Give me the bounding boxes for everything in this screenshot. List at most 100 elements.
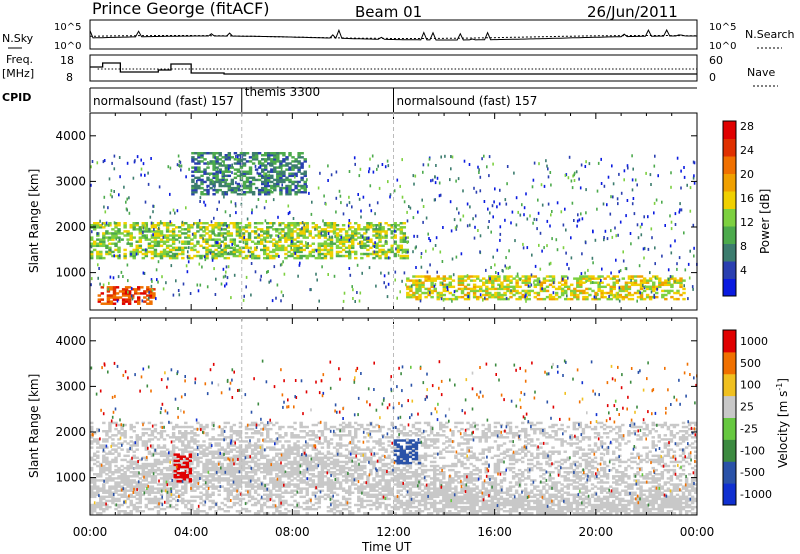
power-cell xyxy=(508,249,510,252)
power-cell xyxy=(327,164,329,167)
velocity-cell xyxy=(126,475,129,477)
power-cell xyxy=(142,231,144,234)
power-cell xyxy=(505,256,507,259)
power-cell xyxy=(499,189,501,192)
power-cell xyxy=(652,288,655,290)
velocity-cell xyxy=(93,463,96,465)
power-cell xyxy=(245,230,248,232)
velocity-cell xyxy=(266,471,269,473)
power-cell xyxy=(424,275,427,277)
power-cell xyxy=(186,264,188,267)
velocity-cell xyxy=(251,428,254,430)
power-cell xyxy=(230,247,233,249)
velocity-cell xyxy=(254,512,257,514)
velocity-cell xyxy=(169,436,172,438)
velocity-cell xyxy=(293,428,296,430)
velocity-cell xyxy=(290,504,293,506)
velocity-cell xyxy=(133,504,136,506)
power-cell xyxy=(174,212,176,215)
velocity-cell xyxy=(111,498,114,500)
power-cell xyxy=(581,252,583,255)
power-cell xyxy=(585,292,588,294)
power-cell xyxy=(203,181,206,183)
power-cell xyxy=(535,265,537,268)
power-cell xyxy=(613,288,616,290)
power-cell xyxy=(273,171,276,173)
power-cell xyxy=(512,211,514,214)
velocity-cell xyxy=(133,481,136,483)
power-cell xyxy=(625,296,628,298)
power-cell xyxy=(233,238,236,240)
velocity-cell xyxy=(199,510,202,512)
power-cell xyxy=(160,241,163,243)
power-cell xyxy=(522,282,525,284)
velocity-cell xyxy=(136,510,139,512)
power-cell xyxy=(196,255,199,257)
velocity-cell xyxy=(221,430,224,432)
power-cell xyxy=(258,191,261,193)
power-cell xyxy=(354,228,357,230)
velocity-cell xyxy=(136,422,139,424)
power-cell xyxy=(558,282,561,284)
power-cell xyxy=(607,237,609,240)
velocity-cell xyxy=(233,471,236,473)
power-cell xyxy=(336,232,339,234)
power-cell xyxy=(452,258,454,261)
velocity-cell xyxy=(312,492,315,494)
velocity-cell xyxy=(145,506,148,508)
velocity-cell xyxy=(202,428,205,430)
velocity-cell xyxy=(148,471,151,473)
power-cell xyxy=(151,222,153,225)
power-cell xyxy=(646,296,649,298)
power-cell xyxy=(523,213,525,216)
power-cell xyxy=(534,284,537,286)
velocity-cell xyxy=(306,426,309,428)
power-cell xyxy=(185,175,187,178)
power-cell xyxy=(218,222,221,224)
velocity-cell xyxy=(315,440,318,442)
power-cell xyxy=(384,257,387,259)
power-cell xyxy=(443,277,446,279)
power-cell xyxy=(613,182,615,185)
velocity-cell xyxy=(287,440,290,442)
power-cell xyxy=(151,285,153,288)
power-cell xyxy=(251,211,253,214)
power-cell xyxy=(339,241,342,243)
velocity-cell xyxy=(93,438,96,440)
velocity-cell xyxy=(130,440,133,442)
power-cell xyxy=(209,162,212,164)
power-cell xyxy=(541,183,543,186)
velocity-cell xyxy=(260,510,263,512)
power-cell xyxy=(224,228,227,230)
power-cell xyxy=(351,226,354,228)
power-cell xyxy=(568,176,570,179)
power-cell xyxy=(690,186,692,189)
power-cell xyxy=(193,255,196,257)
power-cell xyxy=(267,189,270,191)
velocity-cell xyxy=(99,506,102,508)
velocity-cell xyxy=(181,512,184,514)
velocity-cell xyxy=(184,490,187,492)
power-cell xyxy=(214,156,216,159)
power-cell xyxy=(228,156,231,158)
power-cell xyxy=(210,252,212,255)
power-cell xyxy=(236,249,239,251)
velocity-cell xyxy=(175,496,178,498)
power-cell xyxy=(99,257,102,259)
velocity-cell xyxy=(120,459,123,461)
power-cell xyxy=(282,260,284,263)
power-cell xyxy=(400,245,403,247)
velocity-cell xyxy=(296,483,299,485)
power-cell xyxy=(293,222,296,224)
power-cell xyxy=(523,246,525,249)
power-cell xyxy=(216,168,218,171)
power-cell xyxy=(336,197,338,200)
power-cell xyxy=(290,230,293,232)
cpid-segment-label: normalsound (fast) 157 xyxy=(397,94,538,108)
power-cell xyxy=(597,288,600,290)
velocity-cell xyxy=(211,461,214,463)
power-cell xyxy=(482,284,485,286)
power-cell xyxy=(113,276,115,279)
power-cell xyxy=(204,229,206,232)
power-cell xyxy=(555,298,558,300)
